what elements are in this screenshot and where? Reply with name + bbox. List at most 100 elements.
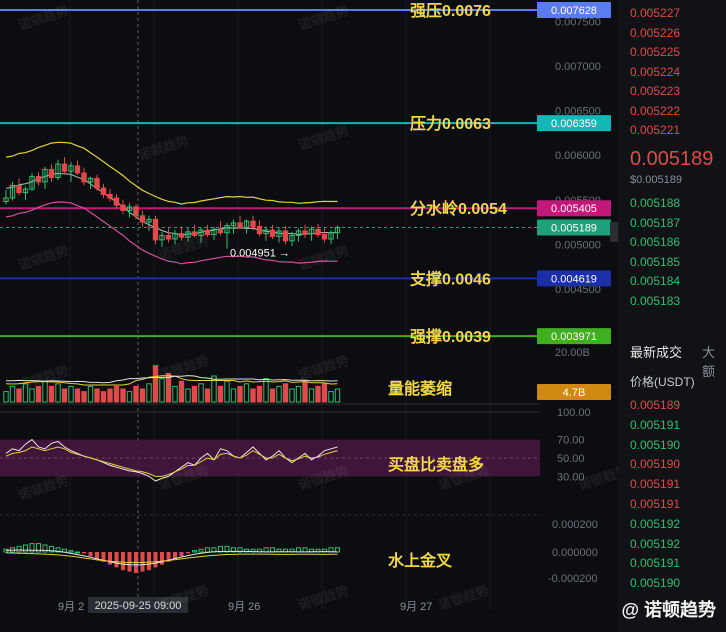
ask-price[interactable]: 0.005223 [630, 84, 681, 98]
volume-bar [276, 385, 282, 403]
volume-bar [87, 385, 94, 403]
orderbook-panel: 0.005227 0.005226 0.005225 0.005224 0.005223… [618, 0, 726, 632]
oscillator-line-d [5, 446, 338, 477]
watermark-text: 诺顿趋势 [16, 243, 70, 273]
price-tick-label: 0.005000 [555, 239, 601, 251]
oscillator-tick-label: 100.00 [557, 407, 591, 419]
candle-body [42, 168, 48, 183]
macd-histogram-bar [173, 552, 177, 559]
volume-ma-line [5, 375, 338, 386]
volume-bar [61, 388, 68, 403]
volume-bar [211, 375, 217, 403]
volume-bar [321, 383, 328, 403]
macd-histogram-bar [101, 552, 106, 562]
candle-body [308, 228, 315, 235]
candle-body [87, 177, 94, 183]
trade-price: 0.005192 [630, 536, 681, 551]
candle-body [139, 215, 146, 223]
tab-large-trades[interactable]: 大额 [702, 345, 716, 379]
volume-bar [256, 385, 263, 403]
trade-price: 0.005190 [630, 576, 681, 591]
bid-price[interactable]: 0.005184 [630, 274, 681, 288]
macd-histogram-bar [302, 547, 308, 553]
candle-body [35, 176, 42, 183]
trade-price: 0.005191 [630, 417, 681, 432]
bid-price[interactable]: 0.005183 [630, 293, 681, 308]
candle-body [178, 233, 185, 238]
candle-body [146, 218, 152, 223]
candle-body [165, 234, 172, 240]
candle-body [61, 163, 68, 172]
bid-price[interactable]: 0.005186 [630, 235, 681, 249]
candle-body [126, 206, 133, 211]
candle-body [152, 218, 159, 241]
candle-body [107, 193, 113, 199]
volume-bar [16, 388, 22, 403]
candle-body [321, 234, 328, 240]
volume-bar [29, 388, 35, 403]
volume-bar [165, 372, 172, 403]
macd-histogram-bar [55, 547, 61, 553]
price-column-header: 价格(USDT) [630, 375, 695, 389]
ask-price[interactable]: 0.005226 [630, 25, 681, 40]
macd-histogram-bar [160, 552, 164, 565]
watermark-text: 诺顿趋势 [16, 363, 70, 393]
volume-bar [113, 385, 120, 403]
level-price-tag-text: 0.007628 [551, 5, 597, 17]
bid-price[interactable]: 0.005188 [630, 196, 681, 210]
volume-bar [243, 383, 250, 403]
ask-price[interactable]: 0.005225 [630, 45, 681, 59]
macd-histogram-bar [140, 552, 145, 572]
watermark-text: 诺顿趋势 [156, 353, 210, 383]
last-price: 0.005189 [630, 148, 714, 170]
volume-bar [94, 388, 100, 403]
crosshair-time-text: 2025-09-25 09:00 [95, 600, 182, 612]
candle-body [289, 234, 295, 242]
candle-body [191, 231, 198, 236]
volume-bar [224, 380, 230, 403]
ask-price[interactable]: 0.005221 [630, 123, 681, 137]
trade-price: 0.005191 [630, 556, 681, 571]
macd-histogram-bar [198, 548, 204, 553]
oscillator-tick-label: 30.00 [557, 471, 585, 483]
volume-bar [35, 385, 42, 403]
bollinger-upper-band [5, 141, 338, 205]
macd-histogram-bar [29, 543, 35, 553]
bid-price[interactable]: 0.005185 [630, 254, 681, 269]
volume-bar [139, 388, 146, 403]
ask-price[interactable]: 0.005224 [630, 64, 681, 79]
bid-price[interactable]: 0.005187 [630, 215, 681, 230]
macd-histogram-bar [42, 544, 48, 553]
volume-bar [191, 385, 198, 403]
macd-histogram-bar [335, 547, 340, 553]
candle-body [68, 165, 74, 172]
panel-collapse-handle [610, 222, 618, 242]
candle-body [282, 230, 289, 242]
x-axis-label: 9月 27 [400, 601, 432, 613]
bollinger-middle-band [5, 172, 338, 236]
macd-histogram-bar [237, 547, 243, 553]
tab-latest-trades[interactable]: 最新成交 [630, 345, 683, 360]
volume-bar [237, 385, 243, 403]
volume-bar [295, 385, 302, 403]
macd-histogram-bar [68, 550, 74, 553]
macd-histogram-bar [179, 552, 184, 557]
candle-body [172, 233, 178, 240]
candle-body [74, 165, 81, 174]
bollinger-lower-band [5, 201, 338, 265]
candle-body [256, 226, 263, 235]
trade-price: 0.005191 [630, 497, 681, 511]
volume-tag-text: 4.7B [563, 387, 586, 399]
brand-logo: @ 诺顿趋势 [621, 600, 716, 620]
candle-body [237, 222, 243, 228]
candle-body [159, 234, 165, 241]
ask-price[interactable]: 0.005222 [630, 103, 681, 118]
candle-body [224, 225, 230, 234]
ask-price[interactable]: 0.005227 [630, 6, 681, 20]
watermark-text: 诺顿趋势 [16, 3, 70, 33]
macd-histogram-bar [36, 543, 41, 553]
macd-histogram-bar [147, 552, 151, 571]
candle-body [243, 220, 250, 228]
volume-bar [315, 385, 321, 403]
